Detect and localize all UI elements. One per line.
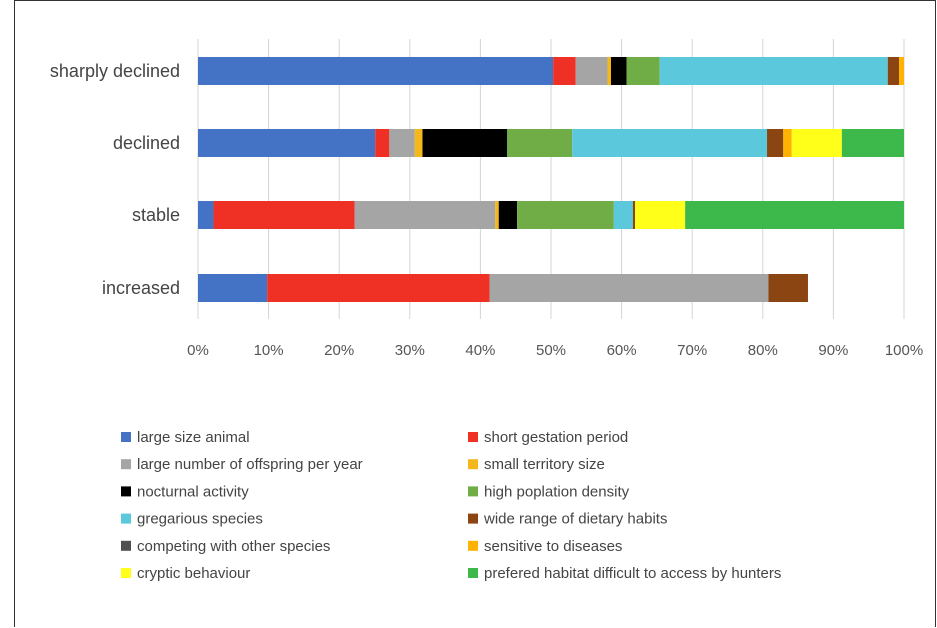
x-tick-label: 80% bbox=[748, 342, 778, 359]
x-tick-label: 90% bbox=[818, 342, 848, 359]
bar-segment-declined-small-territory-size bbox=[414, 129, 423, 157]
bar-segment-sharply-declined-wide-range-of-dietary-habits bbox=[887, 57, 900, 85]
legend-label: gregarious species bbox=[137, 511, 263, 528]
bar-segment-increased-short-gestation-period bbox=[267, 274, 490, 302]
bar-segment-increased-large-size-animal bbox=[198, 274, 268, 302]
legend-label: large size animal bbox=[137, 429, 250, 446]
bar-segment-declined-sensitive-to-diseases bbox=[783, 129, 792, 157]
legend-label: cryptic behaviour bbox=[137, 565, 250, 582]
legend-item-wide-range-of-dietary-habits: wide range of dietary habits bbox=[468, 511, 667, 528]
legend-item-cryptic-behaviour: cryptic behaviour bbox=[121, 565, 250, 582]
legend-swatch bbox=[468, 432, 478, 442]
legend-swatch bbox=[121, 459, 131, 470]
bar-segment-declined-wide-range-of-dietary-habits bbox=[767, 129, 784, 157]
x-tick-label: 40% bbox=[465, 342, 495, 359]
legend-swatch bbox=[121, 513, 131, 524]
legend-label: competing with other species bbox=[137, 538, 330, 555]
legend-label: nocturnal activity bbox=[137, 483, 249, 500]
legend-swatch bbox=[468, 540, 478, 551]
x-tick-label: 0% bbox=[187, 342, 209, 359]
bar-segment-stable-high-poplation-density bbox=[517, 201, 614, 229]
legend-item-high-poplation-density: high poplation density bbox=[468, 483, 630, 500]
legend-item-short-gestation-period: short gestation period bbox=[468, 429, 628, 446]
category-label-stable: stable bbox=[132, 205, 180, 225]
legend-item-prefered-habitat-difficult-to-access-by-hunters: prefered habitat difficult to access by … bbox=[468, 565, 781, 582]
legend-item-gregarious-species: gregarious species bbox=[121, 511, 263, 528]
bar-segment-sharply-declined-gregarious-species bbox=[659, 57, 888, 85]
bar-segment-stable-large-number-of-offspring-per-year bbox=[354, 201, 496, 229]
x-tick-label: 50% bbox=[536, 342, 566, 359]
legend-item-small-territory-size: small territory size bbox=[468, 456, 605, 473]
legend-label: small territory size bbox=[484, 456, 605, 473]
bar-segment-declined-large-size-animal bbox=[198, 129, 376, 157]
legend-swatch bbox=[121, 540, 131, 551]
bar-segment-stable-prefered-habitat-difficult-to-access-by-hunters bbox=[685, 201, 904, 229]
bar-segment-declined-high-poplation-density bbox=[507, 129, 573, 157]
bar-segment-stable-small-territory-size bbox=[495, 201, 499, 229]
legend-item-nocturnal-activity: nocturnal activity bbox=[121, 483, 249, 500]
bar-segment-declined-gregarious-species bbox=[572, 129, 768, 157]
bar-segment-declined-cryptic-behaviour bbox=[791, 129, 842, 157]
x-tick-label: 10% bbox=[254, 342, 284, 359]
legend-label: prefered habitat difficult to access by … bbox=[484, 565, 781, 582]
legend-label: large number of offspring per year bbox=[137, 456, 363, 473]
x-axis-ticks: 0% 10% 20% 30% 40% 50% 60% 70% 80% 90% 100% bbox=[187, 342, 923, 359]
bar-segment-sharply-declined-large-size-animal bbox=[198, 57, 554, 85]
x-tick-label: 60% bbox=[607, 342, 637, 359]
chart-frame: sharply declined declined stable increased … bbox=[14, 0, 936, 627]
bar-segment-declined-prefered-habitat-difficult-to-access-by-hunters bbox=[841, 129, 904, 157]
bars bbox=[198, 57, 904, 302]
bar-segment-sharply-declined-short-gestation-period bbox=[553, 57, 576, 85]
legend-label: wide range of dietary habits bbox=[483, 511, 667, 528]
legend-item-competing-with-other-species: competing with other species bbox=[121, 538, 330, 555]
bar-segment-stable-cryptic-behaviour bbox=[635, 201, 686, 229]
bar-segment-declined-short-gestation-period bbox=[375, 129, 390, 157]
bar-segment-sharply-declined-sensitive-to-diseases bbox=[899, 57, 904, 85]
legend-item-large-number-of-offspring-per-year: large number of offspring per year bbox=[121, 456, 363, 473]
bar-segment-sharply-declined-small-territory-size bbox=[607, 57, 612, 85]
bar-segment-sharply-declined-nocturnal-activity bbox=[611, 57, 627, 85]
legend-swatch bbox=[121, 568, 131, 578]
category-labels: sharply declined declined stable increased bbox=[50, 61, 180, 298]
bar-segment-stable-gregarious-species bbox=[613, 201, 633, 229]
legend-swatch bbox=[468, 486, 478, 497]
bar-segment-declined-nocturnal-activity bbox=[422, 129, 508, 157]
x-tick-label: 70% bbox=[677, 342, 707, 359]
bar-segment-stable-large-size-animal bbox=[198, 201, 214, 229]
legend-label: high poplation density bbox=[484, 483, 630, 500]
bar-segment-stable-wide-range-of-dietary-habits bbox=[632, 201, 636, 229]
category-label-increased: increased bbox=[102, 278, 180, 298]
x-tick-label: 30% bbox=[395, 342, 425, 359]
x-tick-label: 20% bbox=[324, 342, 354, 359]
bar-segment-sharply-declined-large-number-of-offspring-per-year bbox=[575, 57, 608, 85]
bar-segment-sharply-declined-high-poplation-density bbox=[626, 57, 660, 85]
legend-label: sensitive to diseases bbox=[484, 538, 622, 555]
bar-segment-declined-large-number-of-offspring-per-year bbox=[389, 129, 415, 157]
legend-swatch bbox=[121, 486, 131, 497]
x-tick-label: 100% bbox=[885, 342, 923, 359]
bar-segment-increased-wide-range-of-dietary-habits bbox=[768, 274, 808, 302]
legend-swatch bbox=[468, 568, 478, 578]
gridlines bbox=[197, 39, 905, 319]
stacked-bar-chart: sharply declineddeclinedstableincreased … bbox=[50, 39, 923, 582]
legend: large size animal short gestation period l… bbox=[121, 429, 781, 582]
bar-segment-stable-nocturnal-activity bbox=[498, 201, 518, 229]
bar-segment-stable-short-gestation-period bbox=[213, 201, 355, 229]
legend-item-sensitive-to-diseases: sensitive to diseases bbox=[468, 538, 622, 555]
legend-item-large-size-animal: large size animal bbox=[121, 429, 250, 446]
legend-swatch bbox=[121, 432, 131, 442]
category-label-declined: declined bbox=[113, 133, 180, 153]
legend-swatch bbox=[468, 513, 478, 524]
legend-swatch bbox=[468, 459, 478, 470]
legend-label: short gestation period bbox=[484, 429, 628, 446]
category-label-sharply-declined: sharply declined bbox=[50, 61, 180, 81]
bar-segment-increased-large-number-of-offspring-per-year bbox=[489, 274, 769, 302]
